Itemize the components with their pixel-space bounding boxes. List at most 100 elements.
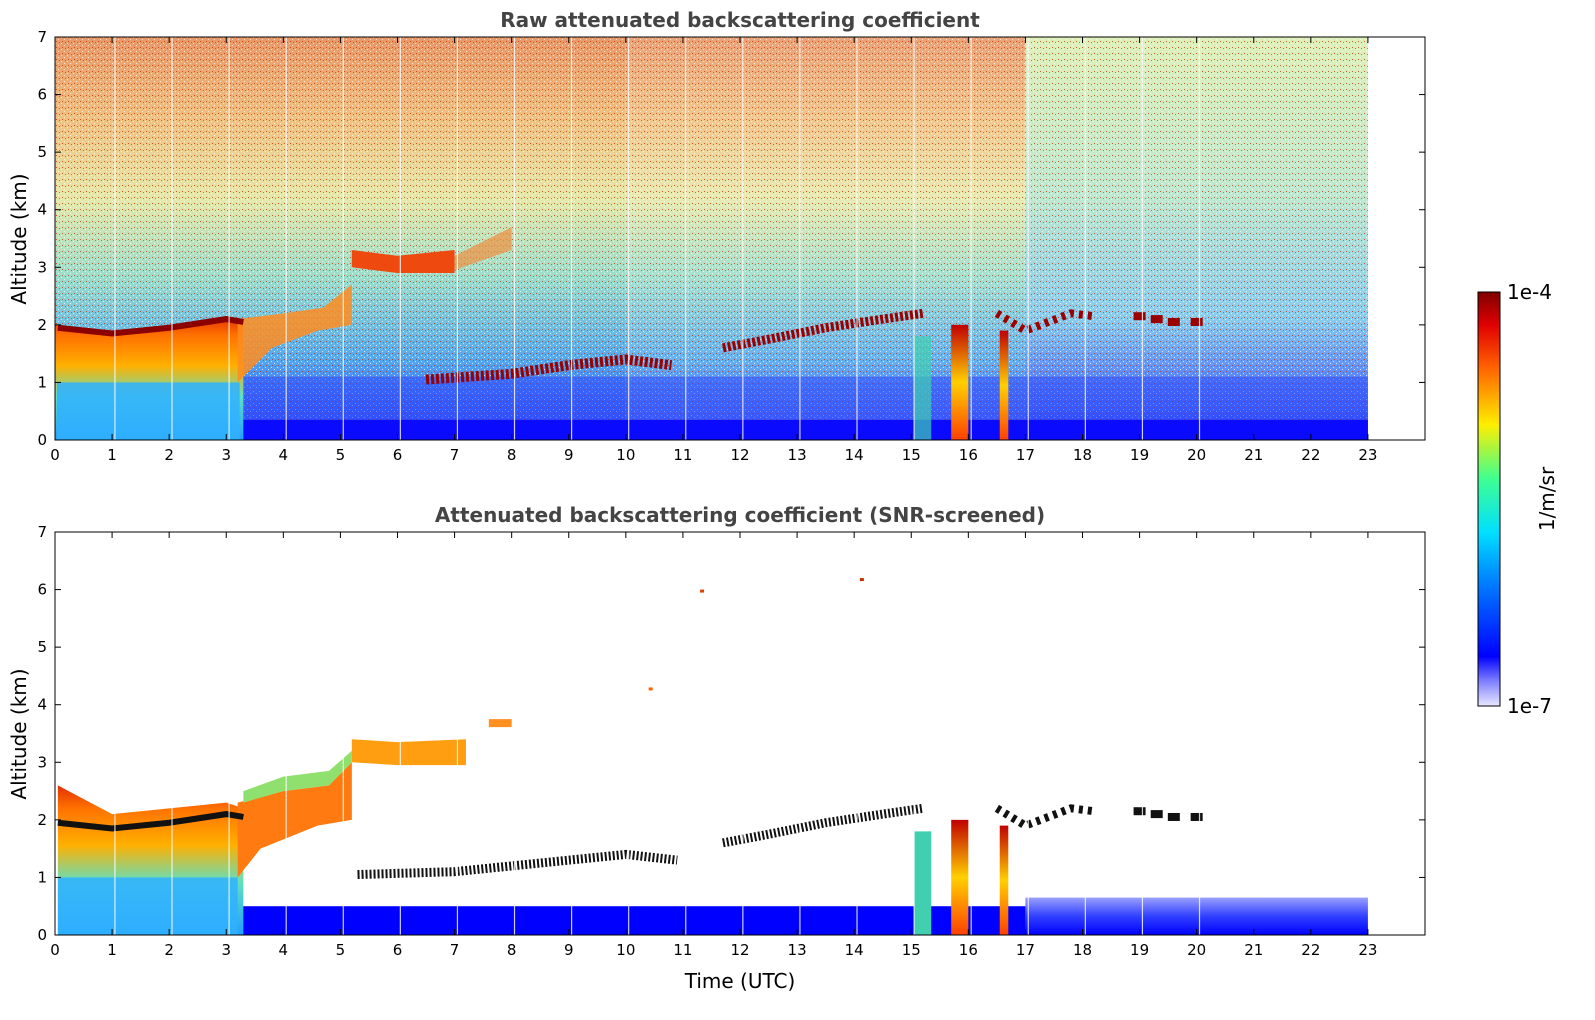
near-ground-signal: [237, 376, 1368, 420]
x-tick-label: 12: [730, 446, 749, 464]
x-tick-label: 3: [221, 941, 231, 959]
x-tick-label: 18: [1073, 446, 1092, 464]
boundary-layer-top: [57, 316, 244, 337]
y-tick-label: 3: [37, 258, 47, 276]
near-ground-signal: [237, 906, 1026, 935]
y-tick-label: 5: [37, 638, 47, 656]
precipitation-shaft: [999, 825, 1009, 935]
x-tick-label: 10: [616, 941, 635, 959]
near-ground-signal: [237, 419, 1368, 440]
x-tick-label: 6: [393, 941, 403, 959]
panel-snr-y-axis: 0 1 2 3 4 5 6 7: [37, 523, 1425, 944]
cloud-layer: [994, 804, 1095, 831]
x-tick-label: 12: [730, 941, 749, 959]
panel-snr-ylabel: Altitude (km): [7, 668, 31, 799]
cloud-patch: [1167, 812, 1180, 821]
boundary-layer-growth: [237, 284, 352, 383]
y-tick-label: 1: [37, 868, 47, 886]
x-tick-label: 0: [50, 941, 60, 959]
x-tick-label: 5: [336, 446, 346, 464]
isolated-signal: [700, 589, 705, 593]
y-tick-label: 2: [37, 316, 47, 334]
y-tick-label: 4: [37, 201, 47, 219]
isolated-signal: [859, 578, 864, 582]
aerosol-patch: [488, 719, 512, 728]
x-tick-label: 15: [902, 446, 921, 464]
y-tick-label: 5: [37, 143, 47, 161]
panel-snr-x-axis: 0 1 2 3 4 5 6 7 8 9 10 11 12 13 14 15 16 17 18 19 20 21 22 23: [50, 532, 1377, 959]
x-tick-label: 20: [1187, 446, 1206, 464]
y-tick-label: 6: [37, 86, 47, 104]
panel-raw-y-axis: 0 1 2 3 4 5 6 7: [37, 28, 1425, 449]
x-tick-label: 1: [107, 446, 117, 464]
cloud-patch: [1190, 317, 1203, 326]
colorbar-max-label: 1e-4: [1507, 280, 1552, 304]
x-tick-label: 2: [164, 941, 174, 959]
x-tick-label: 17: [1016, 941, 1035, 959]
cloud-patch: [1150, 315, 1163, 324]
cloud-layer: [357, 849, 678, 880]
cloud-layer: [425, 354, 673, 385]
x-tick-label: 1: [107, 941, 117, 959]
cloud-patch: [1133, 312, 1146, 321]
x-tick-label: 8: [507, 941, 517, 959]
x-tick-label: 21: [1244, 446, 1263, 464]
x-tick-label: 13: [788, 446, 807, 464]
cloud-patch: [1167, 317, 1180, 326]
boundary-layer-lower: [57, 382, 240, 440]
cloud-patch: [1150, 810, 1163, 819]
boundary-layer-edge: [243, 750, 352, 803]
y-tick-label: 1: [37, 373, 47, 391]
panel-raw-ylabel: Altitude (km): [7, 173, 31, 304]
x-tick-label: 19: [1130, 941, 1149, 959]
x-tick-label: 18: [1073, 941, 1092, 959]
isolated-signal: [648, 687, 653, 691]
panel-snr: Attenuated backscattering coefficient (S…: [7, 503, 1426, 993]
aerosol-layer: [351, 739, 466, 766]
aerosol-layer-faint: [454, 226, 512, 271]
x-tick-label: 0: [50, 446, 60, 464]
x-tick-label: 21: [1244, 941, 1263, 959]
cloud-patch: [1133, 807, 1146, 816]
cloud-layer: [994, 309, 1095, 336]
noise-speckle: [55, 37, 1368, 440]
colorbar-gradient: [1477, 291, 1501, 707]
y-tick-label: 3: [37, 753, 47, 771]
y-tick-label: 2: [37, 811, 47, 829]
x-tick-label: 8: [507, 446, 517, 464]
x-tick-label: 2: [164, 446, 174, 464]
x-tick-label: 14: [845, 941, 864, 959]
near-ground-signal: [1025, 897, 1368, 935]
x-tick-label: 11: [673, 446, 692, 464]
virga: [914, 336, 932, 440]
panel-raw-heatmap: [55, 37, 1368, 440]
cloud-patch: [1190, 812, 1203, 821]
x-tick-label: 16: [959, 941, 978, 959]
x-tick-label: 23: [1358, 941, 1377, 959]
boundary-layer-top: [57, 811, 244, 832]
x-tick-label: 23: [1358, 446, 1377, 464]
x-tick-label: 20: [1187, 941, 1206, 959]
panel-snr-heatmap: [57, 578, 1368, 935]
x-tick-label: 7: [450, 941, 460, 959]
x-tick-label: 14: [845, 446, 864, 464]
precipitation-shaft: [999, 330, 1009, 440]
y-tick-label: 4: [37, 696, 47, 714]
x-tick-label: 5: [336, 941, 346, 959]
aerosol-layer: [351, 250, 455, 274]
x-tick-label: 9: [564, 446, 574, 464]
panel-raw: Raw attenuated backscattering coefficien…: [7, 8, 1426, 464]
x-tick-label: 22: [1301, 941, 1320, 959]
x-tick-label: 6: [393, 446, 403, 464]
colorbar-min-label: 1e-7: [1507, 694, 1552, 718]
x-tick-label: 10: [616, 446, 635, 464]
cloud-layer: [722, 803, 924, 848]
precipitation-shaft: [951, 324, 969, 440]
panel-snr-frame: [54, 531, 1426, 936]
panel-raw-title: Raw attenuated backscattering coefficien…: [500, 8, 980, 32]
x-tick-label: 16: [959, 446, 978, 464]
colorbar: 1e-4 1e-7 1/m/sr: [1477, 280, 1559, 718]
precipitation-shaft: [951, 819, 969, 935]
virga: [914, 831, 932, 935]
